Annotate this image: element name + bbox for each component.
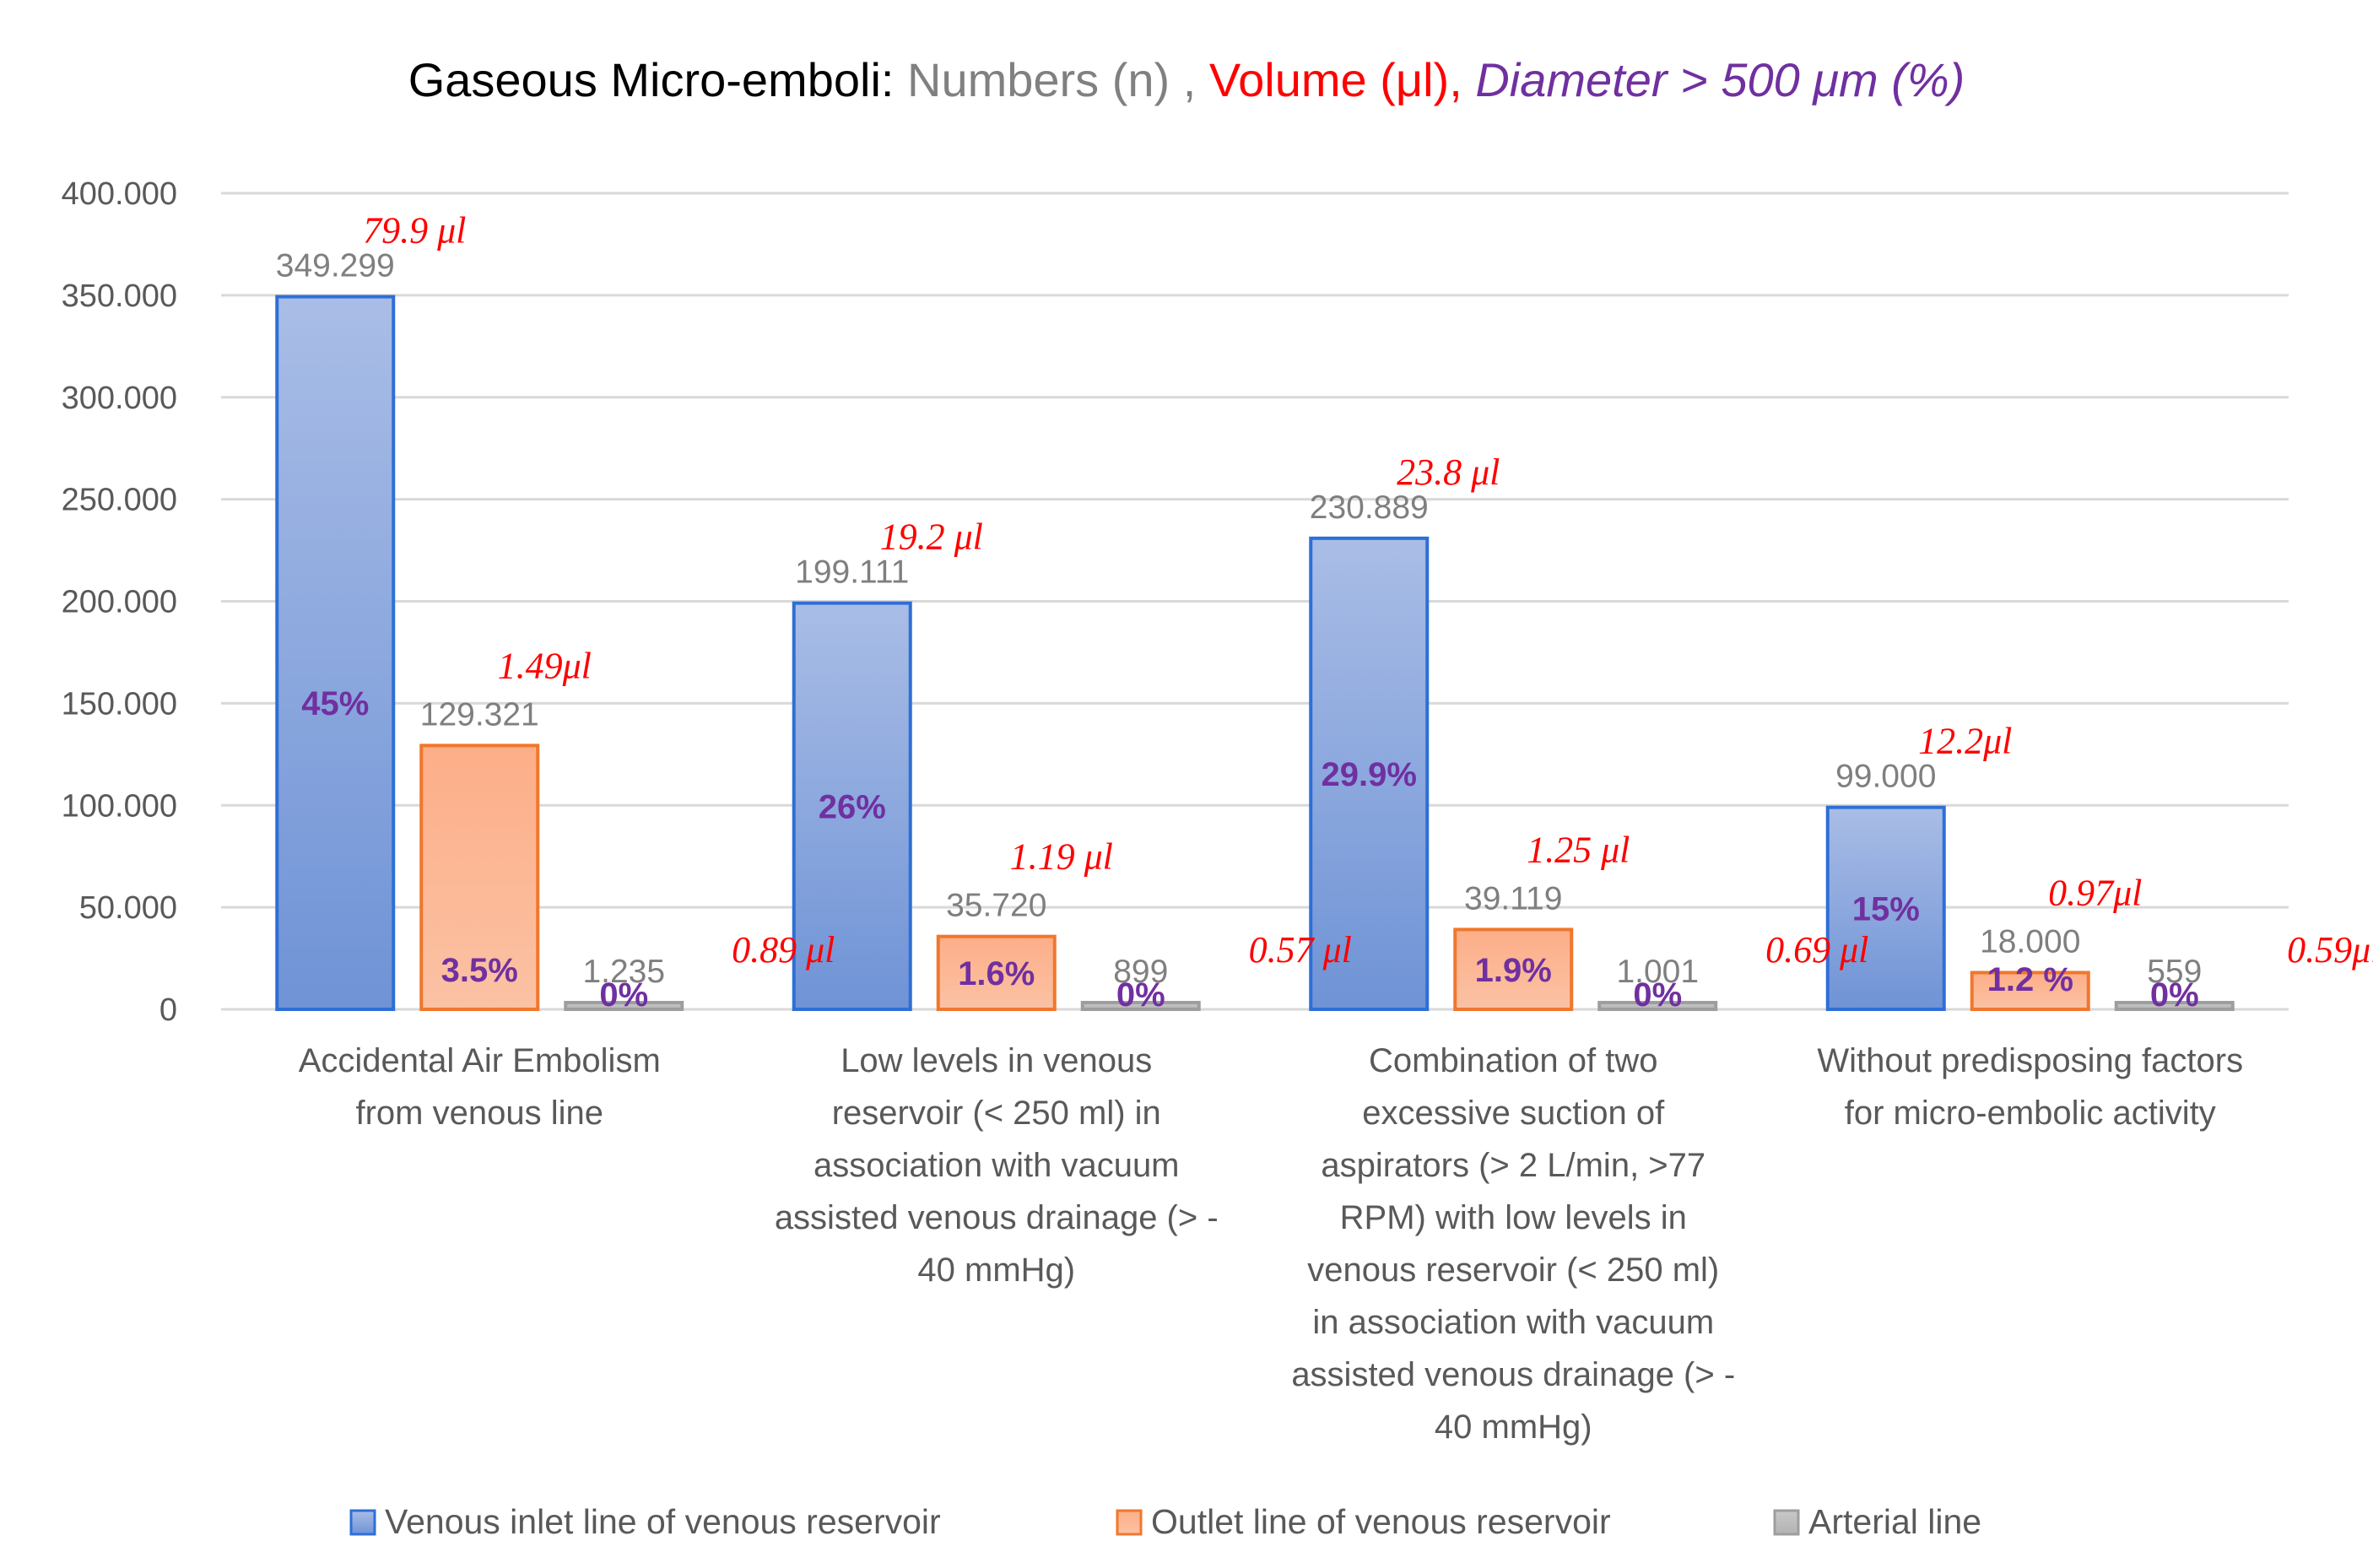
number-label: 39.119 <box>1464 880 1562 916</box>
y-tick-label: 100.000 <box>62 788 177 824</box>
diameter-label: 0% <box>1116 976 1165 1014</box>
volume-label: 19.2 μl <box>880 516 983 558</box>
chart-title-prefix: Gaseous Micro-emboli: <box>408 53 907 106</box>
diameter-label: 29.9% <box>1322 756 1417 793</box>
volume-label: 0.57 μl <box>1249 929 1352 971</box>
volume-label: 0.97μl <box>2048 872 2142 913</box>
y-tick-label: 50.000 <box>79 890 177 926</box>
diameter-label: 1.6% <box>958 955 1035 992</box>
bar-series2-cat2 <box>936 934 1057 1011</box>
number-label: 35.720 <box>946 888 1046 924</box>
volume-label: 0.59μl <box>2287 929 2373 971</box>
category-label: Without predisposing factors <box>1817 1042 2243 1079</box>
bar-series2-cat3 <box>1453 927 1574 1011</box>
diameter-label: 1.2 % <box>1987 961 2073 998</box>
category-label: for micro-embolic activity <box>1845 1095 2216 1132</box>
number-label: 129.321 <box>420 696 539 733</box>
diameter-label: 15% <box>1852 890 1920 927</box>
category-label: from venous line <box>356 1095 603 1132</box>
volume-label: 0.69 μl <box>1765 929 1868 971</box>
legend-label: Outlet line of venous reservoir <box>1151 1502 1611 1541</box>
number-label: 99.000 <box>1835 759 1936 795</box>
chart-title-numbers: Numbers (n) , <box>907 53 1209 106</box>
chart-title: Gaseous Micro-emboli: Numbers (n) , Volu… <box>408 53 1965 106</box>
diameter-label: 0% <box>2150 976 2199 1014</box>
gridlines <box>221 192 2289 1011</box>
volume-label: 1.49μl <box>498 645 592 686</box>
chart-title-volume: Volume (μl), <box>1209 53 1475 106</box>
category-label: association with vacuum <box>814 1147 1180 1184</box>
bar-series1-cat1 <box>275 295 396 1012</box>
category-label: excessive suction of <box>1362 1095 1665 1132</box>
y-tick-label: 250.000 <box>62 483 177 518</box>
legend-swatch <box>1116 1509 1143 1536</box>
category-label: Low levels in venous <box>841 1042 1152 1079</box>
number-label: 199.111 <box>795 554 909 591</box>
volume-label: 1.19 μl <box>1010 836 1113 878</box>
bar-series2-cat1 <box>419 743 540 1011</box>
category-label: aspirators (> 2 L/min, >77 <box>1321 1147 1705 1184</box>
category-label: in association with vacuum <box>1312 1304 1714 1341</box>
number-label: 18.000 <box>1980 923 2080 960</box>
bar-series1-cat4 <box>1825 805 1946 1011</box>
number-label: 1.001 <box>1616 954 1699 990</box>
number-label: 559 <box>2147 954 2202 990</box>
volume-label: 23.8 μl <box>1397 451 1500 493</box>
diameter-label: 0% <box>599 976 648 1014</box>
y-axis: 0 50.000 100.000 150.000 200.000 250.000 300.0… <box>62 176 177 1028</box>
x-axis: Accidental Air Embolism from venous line L… <box>299 1042 2243 1446</box>
diameter-label: 1.9% <box>1475 952 1552 989</box>
number-label: 230.889 <box>1310 489 1429 526</box>
bar-series1-cat3 <box>1309 536 1430 1011</box>
legend-swatch <box>349 1509 376 1536</box>
diameter-label: 3.5% <box>441 952 518 989</box>
bar-series1-cat2 <box>792 601 912 1011</box>
category-label: 40 mmHg) <box>917 1252 1075 1289</box>
diameter-label: 0% <box>1633 976 1682 1014</box>
category-label: Accidental Air Embolism <box>299 1042 661 1079</box>
volume-label: 0.89 μl <box>732 929 835 971</box>
category-label: 40 mmHg) <box>1435 1408 1592 1446</box>
number-label: 1.235 <box>582 954 665 990</box>
number-label: 899 <box>1113 954 1168 990</box>
y-tick-label: 200.000 <box>62 585 177 620</box>
volume-label: 12.2μl <box>1918 721 2012 762</box>
y-tick-label: 400.000 <box>62 176 177 212</box>
volume-label: 1.25 μl <box>1527 829 1630 870</box>
category-label: Combination of two <box>1369 1042 1657 1079</box>
y-tick-label: 150.000 <box>62 686 177 722</box>
category-label: RPM) with low levels in <box>1340 1199 1687 1236</box>
legend: Venous inlet line of venous reservoir Out… <box>349 1502 1981 1541</box>
diameter-label: 45% <box>301 685 369 722</box>
number-label: 349.299 <box>276 248 395 284</box>
bar-series3-cat3 <box>1597 1001 1718 1011</box>
y-tick-label: 300.000 <box>62 381 177 416</box>
legend-label: Arterial line <box>1808 1502 1981 1541</box>
chart-title-diameter: Diameter > 500 μm (%) <box>1475 53 1965 106</box>
legend-swatch <box>1773 1509 1800 1536</box>
category-label: venous reservoir (< 250 ml) <box>1307 1252 1719 1289</box>
bars <box>275 295 2235 1012</box>
bar-series3-cat4 <box>2114 1001 2235 1011</box>
y-tick-label: 0 <box>159 992 177 1028</box>
bar-series3-cat1 <box>564 1001 684 1011</box>
category-label: assisted venous drainage (> - <box>775 1199 1219 1236</box>
legend-label: Venous inlet line of venous reservoir <box>385 1502 941 1541</box>
volume-label: 79.9 μl <box>363 210 466 251</box>
y-tick-label: 350.000 <box>62 278 177 314</box>
bar-series2-cat4 <box>1970 971 2090 1011</box>
bar-series3-cat2 <box>1080 1001 1201 1011</box>
diameter-label: 26% <box>819 788 886 825</box>
category-label: reservoir (< 250 ml) in <box>832 1095 1161 1132</box>
category-label: assisted venous drainage (> - <box>1291 1356 1735 1393</box>
